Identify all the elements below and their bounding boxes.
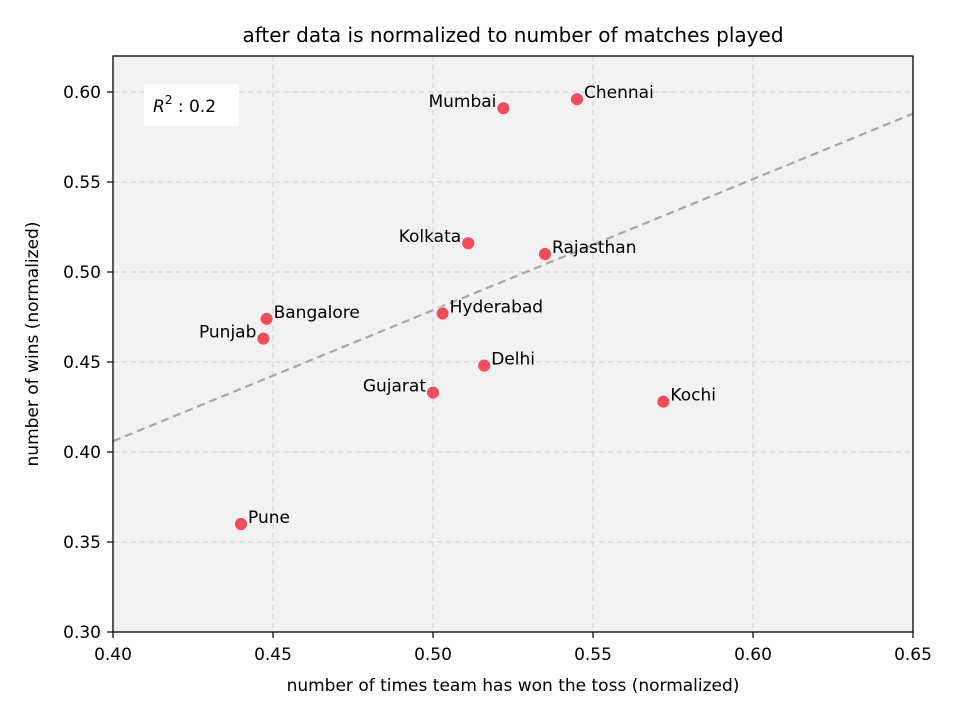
data-point-kolkata (461, 236, 476, 251)
x-tick-label: 0.45 (254, 645, 292, 665)
r2-annotation-text: R2 : 0.2 (153, 93, 216, 117)
chart-title: after data is normalized to number of ma… (242, 23, 783, 47)
point-label-kolkata: Kolkata (399, 227, 461, 247)
r2-annotation-box (144, 84, 239, 126)
plot-frame (112, 55, 914, 633)
point-label-bangalore: Bangalore (274, 303, 360, 323)
y-tick-label: 0.50 (63, 263, 101, 283)
point-label-pune: Pune (248, 508, 290, 528)
point-label-chennai: Chennai (584, 83, 654, 103)
point-label-delhi: Delhi (491, 350, 535, 370)
data-point-chennai (570, 92, 584, 107)
data-point-gujarat (426, 385, 440, 400)
point-label-hyderabad: Hyderabad (450, 297, 543, 317)
x-tick-label: 0.50 (414, 645, 452, 665)
y-tick-label: 0.40 (63, 443, 101, 463)
x-axis-ticks: 0.40 0.45 0.50 0.55 0.60 0.65 (94, 632, 932, 665)
x-tick-label: 0.55 (574, 645, 612, 665)
x-tick-label: 0.65 (894, 645, 932, 665)
y-axis-label: number of wins (normalized) (23, 222, 43, 467)
data-point-pune (234, 517, 248, 531)
r2-prefix: R (153, 97, 165, 117)
x-tick-label: 0.40 (94, 645, 132, 665)
point-label-punjab: Punjab (199, 323, 256, 343)
point-label-mumbai: Mumbai (428, 92, 496, 112)
trendline (112, 112, 914, 443)
y-tick-label: 0.30 (63, 623, 101, 643)
data-point-hyderabad (435, 306, 450, 321)
point-labels: Mumbai Chennai Kolkata Rajasthan Bangalore Hy… (199, 83, 716, 528)
y-axis-ticks: 0.30 0.35 0.40 0.45 0.50 0.55 0.60 (63, 83, 113, 643)
r2-value: : 0.2 (172, 97, 216, 117)
y-tick-label: 0.45 (63, 353, 101, 373)
y-tick-label: 0.55 (63, 173, 101, 193)
data-point-delhi (477, 358, 492, 373)
data-point-rajasthan (538, 247, 552, 261)
data-points (234, 92, 671, 531)
point-label-kochi: Kochi (670, 386, 716, 406)
y-tick-label: 0.60 (63, 83, 101, 103)
x-axis-label: number of times team has won the toss (n… (287, 676, 740, 696)
x-tick-label: 0.60 (734, 645, 772, 665)
data-point-punjab (256, 331, 271, 346)
r2-superscript: 2 (165, 93, 173, 107)
data-point-kochi (656, 394, 671, 409)
data-point-mumbai (496, 101, 511, 116)
plot-background (113, 56, 913, 632)
r2-annotation: R2 : 0.2 (144, 84, 239, 126)
point-label-rajasthan: Rajasthan (552, 238, 637, 258)
point-label-gujarat: Gujarat (363, 377, 426, 397)
data-point-bangalore (259, 311, 274, 326)
y-tick-label: 0.35 (63, 533, 101, 553)
